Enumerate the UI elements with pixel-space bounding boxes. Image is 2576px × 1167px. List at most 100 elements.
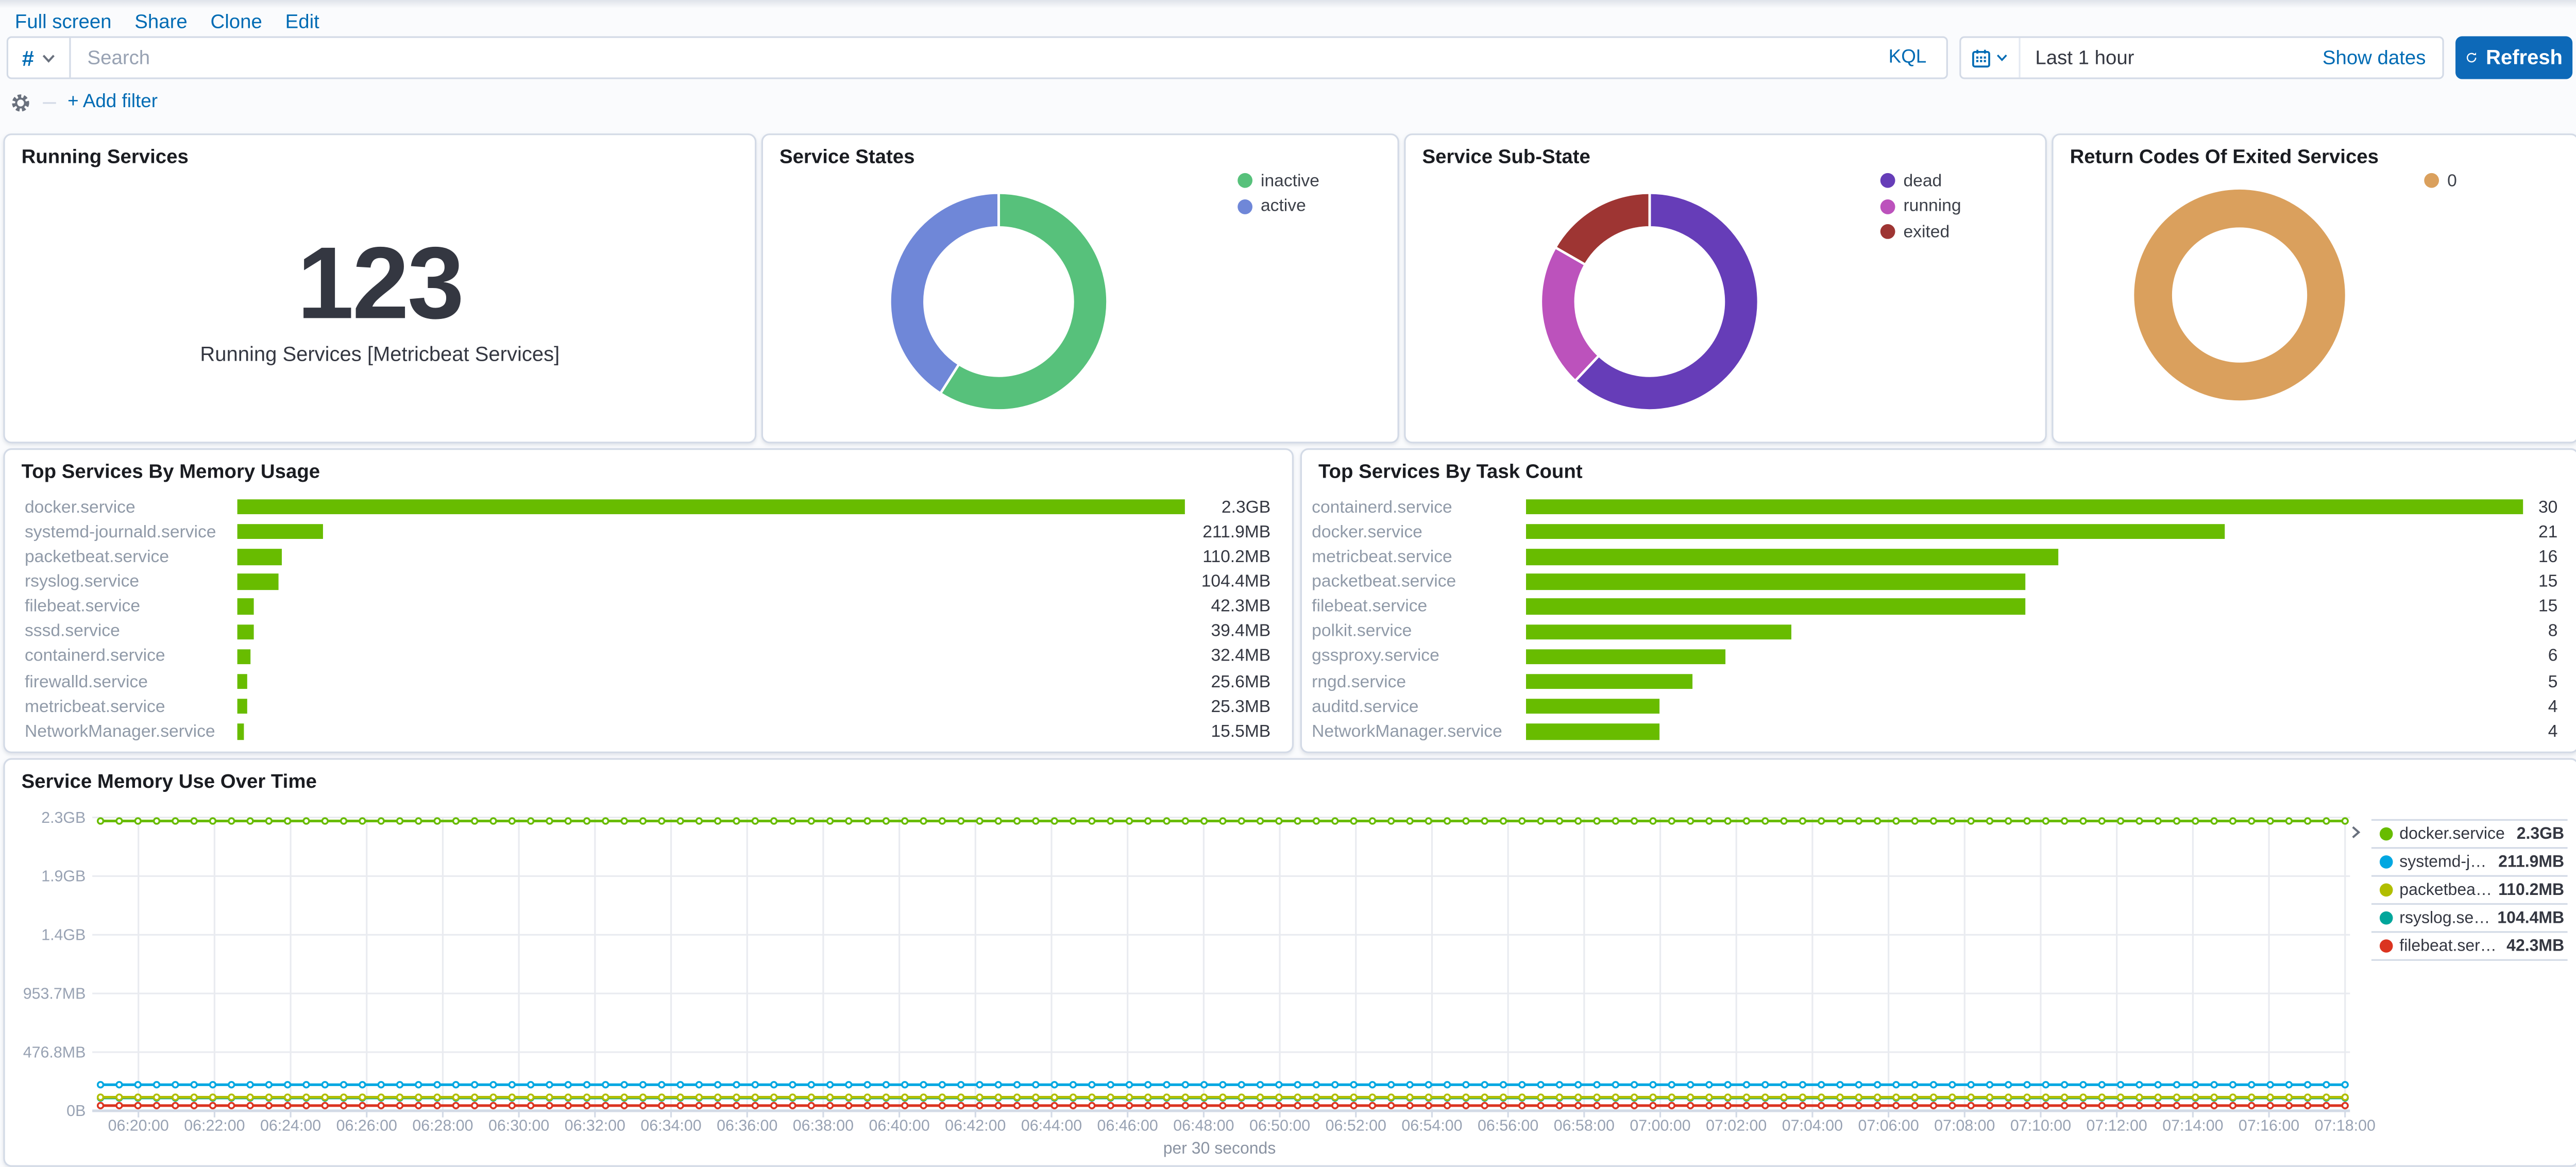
bar-label: filebeat.service [1312,597,1428,617]
bar[interactable] [237,524,323,540]
legend-item-0[interactable]: 0 [2424,168,2457,194]
bar[interactable] [237,499,1185,515]
bar-row: filebeat.service 15 [1312,594,2557,619]
bar-row: firewalld.service 25.6MB [25,669,1270,694]
query-language-filter-button[interactable]: # [8,38,71,78]
bar-label: packetbeat.service [1312,571,1456,592]
bar[interactable] [1526,649,1726,665]
legend-item-docker.service[interactable]: docker.service 2.3GB [2371,819,2568,847]
bar[interactable] [237,649,250,665]
bar[interactable] [1526,623,1792,640]
legend-item-inactive[interactable]: inactive [1238,168,1319,194]
pie-slice-dead[interactable] [1573,191,1760,412]
legend-item-running[interactable]: running [1880,194,1961,219]
pie-slice-0[interactable] [2134,189,2345,401]
legend-value: 42.3MB [2506,937,2565,955]
donut-chart-service-states [888,191,1109,412]
donut-chart-service-sub-state [1539,191,1760,412]
y-axis-tick-label: 953.7MB [23,985,86,1002]
time-range-value[interactable]: Last 1 hour [2035,46,2134,70]
legend-swatch [1880,224,1895,240]
refresh-label: Refresh [2486,46,2563,70]
x-axis-tick-label: 06:54:00 [1401,1117,1462,1134]
search-input[interactable]: Search [87,46,150,70]
full-screen-link[interactable]: Full screen [14,10,112,33]
bar-track [237,499,1185,515]
bar[interactable] [237,549,282,565]
legend-item-exited[interactable]: exited [1880,219,1961,245]
filter-options-button[interactable] [10,92,31,113]
legend-item-active[interactable]: active [1238,194,1319,219]
bar-value: 30 [2538,497,2558,517]
bar-track [237,623,1185,640]
bar[interactable] [237,699,248,715]
bar-label: docker.service [1312,522,1422,542]
bar-label: gssproxy.service [1312,647,1439,667]
x-axis-tick-label: 07:00:00 [1630,1117,1690,1134]
bar[interactable] [1526,499,2523,515]
bar-track [1526,499,2523,515]
bar-value: 104.4MB [1201,571,1271,592]
bar[interactable] [237,573,280,590]
refresh-button[interactable]: Refresh [2455,36,2573,79]
date-quick-select-button[interactable] [1961,38,2021,78]
chart-legend: 0 [2424,168,2457,194]
pie-slice-exited[interactable] [1553,191,1651,266]
bar[interactable] [237,723,244,739]
pie-slice-running[interactable] [1539,245,1601,383]
series-docker.service [96,817,2349,825]
bar[interactable] [237,673,248,690]
date-picker: Last 1 hour Show dates [1959,36,2444,79]
clone-link[interactable]: Clone [210,10,262,33]
bar[interactable] [1526,524,2224,540]
calendar-icon [1972,48,1990,67]
x-axis-tick-label: 07:16:00 [2239,1117,2299,1134]
show-dates-link[interactable]: Show dates [2322,46,2426,70]
x-axis-tick-label: 07:02:00 [1706,1117,1767,1134]
legend-item-rsyslog.service[interactable]: rsyslog.service 104.4MB [2371,903,2568,931]
edit-link[interactable]: Edit [285,10,319,33]
bar-row: packetbeat.service 15 [1312,569,2557,594]
x-axis-tick-label: 06:40:00 [869,1117,929,1134]
legend-expand-chevron-icon[interactable] [2348,824,2363,840]
pie-slice-inactive[interactable] [938,191,1109,412]
bar[interactable] [237,623,253,640]
pie-slice-active[interactable] [888,191,1000,395]
bar-track [1526,623,2523,640]
legend-item-packetbeat.s...[interactable]: packetbeat.s... 110.2MB [2371,875,2568,903]
bar-track [1526,573,2523,590]
bar-track [1526,599,2523,615]
x-axis-tick-label: 07:04:00 [1782,1117,1843,1134]
bar[interactable] [1526,549,2058,565]
bar-value: 6 [2548,647,2558,667]
x-axis-tick-label: 06:42:00 [945,1117,1006,1134]
panel-service-sub-state: Service Sub-State dead running exited [1404,133,2047,444]
legend-value: 211.9MB [2498,853,2565,871]
metric-label: Running Services [Metricbeat Services] [200,343,560,366]
bar[interactable] [1526,723,1659,739]
bar-label: rngd.service [1312,671,1406,692]
legend-swatch [1880,173,1895,189]
bar[interactable] [1526,573,2025,590]
bar-value: 25.6MB [1211,671,1271,692]
bar[interactable] [1526,599,2025,615]
add-filter-link[interactable]: + Add filter [67,92,158,112]
bar-label: systemd-journald.service [24,522,216,542]
bar[interactable] [237,599,255,615]
bar-row: docker.service 21 [1312,519,2557,544]
bar-value: 32.4MB [1211,647,1271,667]
kql-button[interactable]: KQL [1878,46,1946,70]
legend-label: docker.service [2399,824,2505,843]
share-link[interactable]: Share [134,10,188,33]
bar[interactable] [1526,699,1659,715]
legend-item-dead[interactable]: dead [1880,168,1961,194]
bar-value: 42.3MB [1211,597,1271,617]
legend-item-systemd-jour...[interactable]: systemd-jour... 211.9MB [2371,847,2568,875]
legend-item-filebeat.service[interactable]: filebeat.service 42.3MB [2371,931,2568,961]
panel-memory-over-time: Service Memory Use Over Time 0B 476.8MB 95… [3,758,2576,1167]
bar[interactable] [1526,673,1692,690]
panel-service-states: Service States inactive active [761,133,1399,444]
bar-track [1526,549,2523,565]
x-axis-tick-label: 06:38:00 [793,1117,854,1134]
bar-label: firewalld.service [24,671,148,692]
